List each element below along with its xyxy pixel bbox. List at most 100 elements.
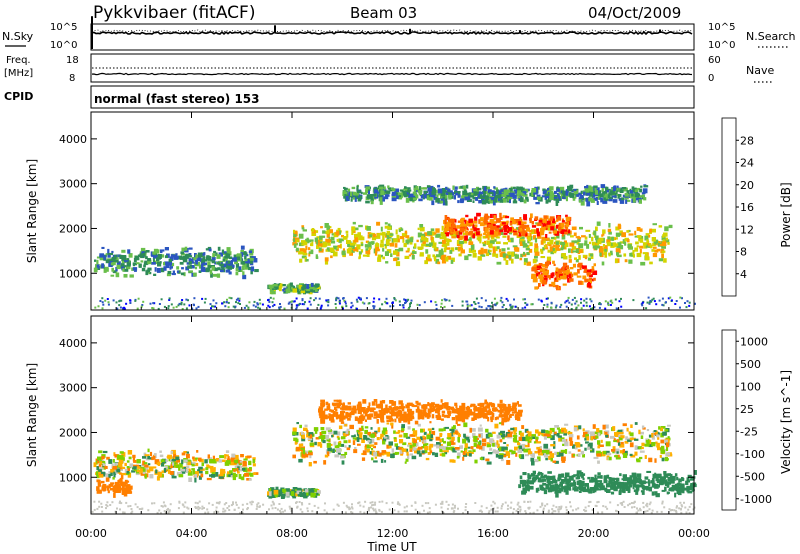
data-cell [228,296,231,299]
data-cell [181,253,185,256]
data-cell [460,445,463,449]
data-cell [374,189,377,193]
data-cell [508,255,512,259]
data-cell [525,247,530,251]
data-cell [310,289,314,293]
data-cell [655,441,658,444]
data-cell [117,454,121,460]
data-cell [172,254,176,258]
data-cell [478,191,484,195]
data-cell [540,479,544,483]
data-cell [499,229,504,233]
data-cell [517,404,522,407]
data-cell [604,193,608,196]
data-cell [592,245,597,249]
data-cell [306,307,309,310]
data-cell [478,305,481,308]
data-cell [380,458,384,463]
data-cell [472,433,476,438]
data-cell [101,455,105,460]
data-cell [129,463,134,468]
data-cell [493,187,498,190]
data-cell [526,245,530,250]
data-cell [610,481,615,487]
data-cell [623,253,627,257]
data-cell [495,454,499,458]
data-cell [495,189,500,194]
data-cell [293,232,297,238]
data-cell [382,256,385,260]
data-cell [652,237,656,242]
data-cell [553,230,557,234]
data-cell [545,237,550,241]
data-cell [404,299,407,302]
data-cell [557,215,560,221]
data-cell [606,489,611,493]
data-cell [467,192,471,196]
data-cell [376,437,380,441]
data-cell [639,188,643,193]
data-cell [232,257,237,262]
data-cell [646,301,649,304]
data-cell [542,279,547,285]
data-cell [610,196,614,200]
data-cell [543,453,549,458]
data-cell [544,193,550,197]
data-cell [639,450,645,453]
data-cell [301,227,305,230]
data-cell [351,230,354,235]
data-cell [394,406,399,411]
data-cell [469,304,472,307]
data-cell [410,434,415,437]
data-cell [676,476,679,481]
data-cell [375,243,379,248]
data-cell [559,186,565,191]
data-cell [405,250,410,253]
data-cell [254,305,257,308]
data-cell [348,439,351,443]
data-cell [575,236,579,239]
data-cell [569,193,574,198]
data-cell [304,450,308,454]
data-cell [126,488,132,493]
data-cell [535,202,540,205]
data-cell [134,255,140,261]
data-cell [520,229,525,234]
data-cell [495,450,499,454]
data-cell [389,305,392,308]
data-cell [401,426,405,431]
data-cell [163,261,166,266]
data-cell [493,215,496,220]
data-cell [590,448,595,453]
data-cell [533,265,537,268]
data-cell [664,458,669,461]
velocity-cells [91,399,697,515]
data-cell [498,422,504,425]
data-cell [440,433,443,436]
data-cell [670,299,673,302]
data-cell [358,251,362,255]
data-cell [208,248,212,252]
data-cell [480,297,483,300]
data-cell [458,230,463,235]
data-cell [247,306,250,309]
data-cell [120,299,123,302]
data-cell [602,200,608,204]
data-cell [493,191,496,196]
data-cell [548,283,554,287]
data-cell [669,509,672,512]
data-cell [396,251,400,257]
data-cell [517,442,520,446]
data-cell [296,449,299,452]
data-cell [410,299,413,302]
data-cell [187,459,191,462]
data-cell [132,466,137,470]
data-cell [593,263,596,267]
data-cell [375,401,378,406]
data-cell [291,286,294,290]
data-cell [282,488,286,493]
data-cell [570,303,573,306]
data-cell [663,448,667,452]
data-cell [198,468,203,474]
data-cell [597,472,601,476]
